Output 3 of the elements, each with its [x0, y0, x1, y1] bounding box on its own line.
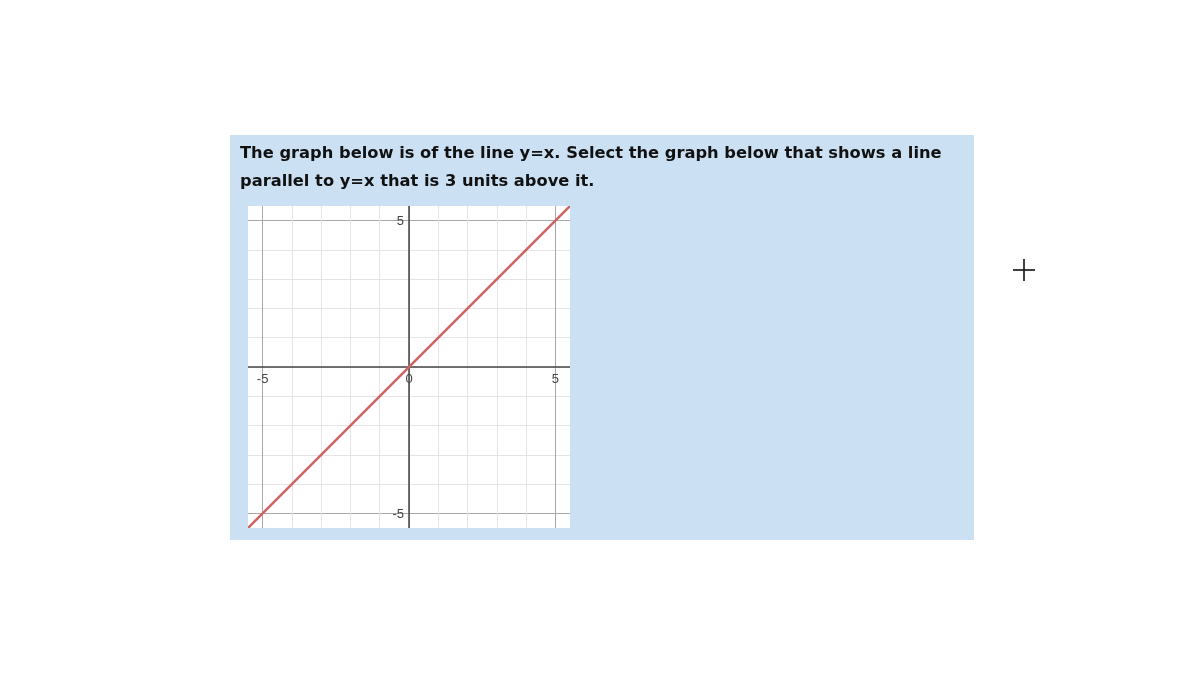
x-tick-label: -5	[256, 371, 269, 386]
chart-title: The graph below is of the line y=x. Select the graph below that shows a line parallel to y=x that is 3 units above it.	[240, 142, 943, 192]
x-tick-label: 5	[551, 371, 559, 386]
